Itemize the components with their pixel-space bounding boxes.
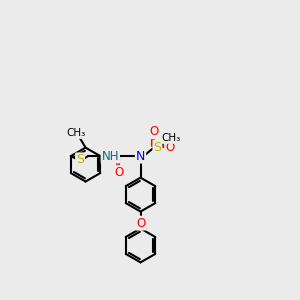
Text: CH₃: CH₃	[67, 128, 86, 138]
Text: O: O	[114, 166, 124, 179]
Text: S: S	[153, 141, 161, 154]
Text: CH₃: CH₃	[162, 133, 181, 143]
Text: O: O	[150, 125, 159, 138]
Text: NH: NH	[102, 150, 119, 163]
Text: O: O	[165, 141, 174, 154]
Text: S: S	[76, 154, 84, 166]
Text: O: O	[136, 217, 145, 230]
Text: N: N	[136, 150, 145, 163]
